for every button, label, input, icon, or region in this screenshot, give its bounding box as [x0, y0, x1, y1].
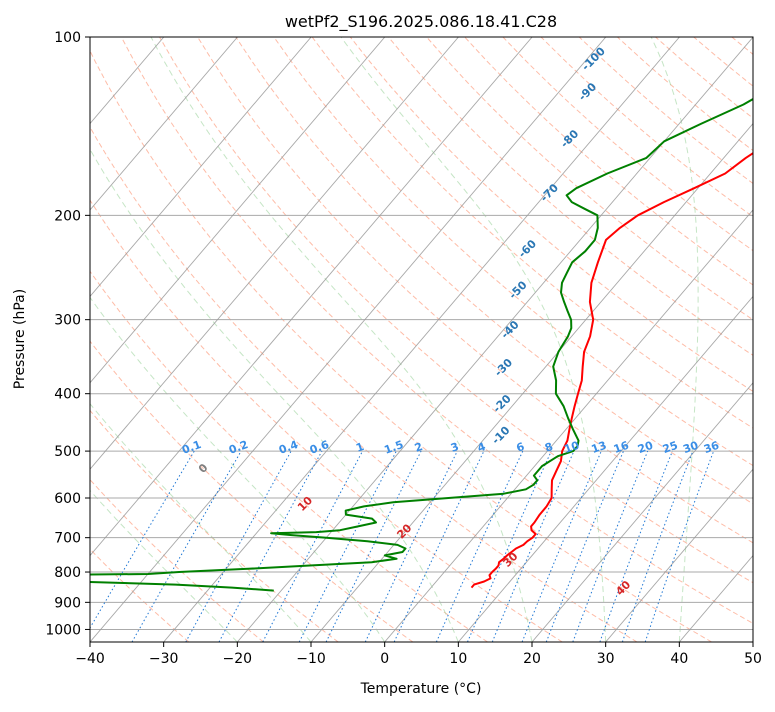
x-tick-label: −40	[75, 651, 105, 667]
y-tick-label: 500	[54, 444, 81, 460]
y-tick-label: 800	[54, 565, 81, 581]
isotherm-line	[753, 37, 775, 642]
y-tick-label: 900	[54, 595, 81, 611]
moist-adiabat-line	[753, 37, 775, 642]
y-tick-label: 1000	[45, 622, 81, 638]
y-tick-label: 100	[54, 30, 81, 46]
x-tick-label: 0	[380, 651, 389, 667]
y-tick-label: 700	[54, 531, 81, 547]
x-tick-label: 50	[744, 651, 762, 667]
x-axis-label: Temperature (°C)	[360, 681, 482, 697]
y-tick-label: 300	[54, 313, 81, 329]
x-tick-label: −30	[149, 651, 179, 667]
x-tick-label: 40	[670, 651, 688, 667]
x-tick-label: −10	[296, 651, 326, 667]
y-axis-label: Pressure (hPa)	[12, 289, 28, 389]
x-tick-label: 30	[597, 651, 615, 667]
chart-title: wetPf2_S196.2025.086.18.41.C28	[285, 12, 557, 32]
x-tick-label: −20	[223, 651, 253, 667]
y-tick-label: 600	[54, 491, 81, 507]
dry-adiabat-line	[770, 37, 775, 642]
x-tick-label: 10	[449, 651, 467, 667]
y-tick-label: 400	[54, 387, 81, 403]
y-tick-label: 200	[54, 208, 81, 224]
x-tick-label: 20	[523, 651, 541, 667]
